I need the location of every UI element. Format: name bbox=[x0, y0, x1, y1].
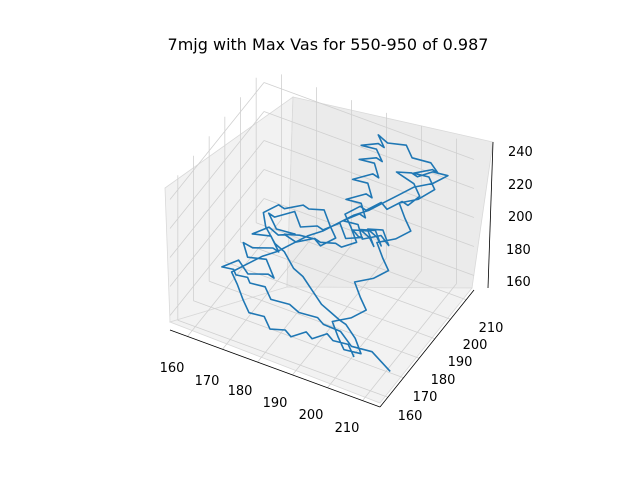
grid-line bbox=[263, 140, 475, 218]
grid-line bbox=[169, 111, 265, 229]
z-tick-label: 180 bbox=[506, 243, 531, 258]
grid-line bbox=[257, 244, 352, 363]
grid-line bbox=[193, 300, 404, 379]
x-tick-label: 170 bbox=[195, 374, 220, 389]
z-tick-label: 160 bbox=[506, 275, 531, 290]
axis-lines bbox=[169, 141, 494, 408]
grid-line bbox=[177, 319, 388, 398]
floor-pane bbox=[168, 286, 473, 404]
y-tick-label: 180 bbox=[431, 373, 456, 388]
grid-line bbox=[222, 231, 317, 350]
x-tick-label: 160 bbox=[160, 361, 185, 376]
z-tick-labels: 160 180 200 220 240 bbox=[506, 145, 533, 290]
right-pane bbox=[286, 96, 494, 289]
grid-line bbox=[169, 140, 265, 258]
x-tick-label: 200 bbox=[299, 408, 324, 423]
y-tick-label: 190 bbox=[448, 355, 473, 370]
y-tick-label: 160 bbox=[398, 409, 423, 424]
grid-line bbox=[292, 257, 387, 376]
grid-line bbox=[169, 198, 265, 316]
grid-line bbox=[169, 169, 265, 287]
y-axis-line bbox=[379, 289, 475, 408]
y-tick-labels: 160 170 180 190 200 210 bbox=[398, 321, 504, 424]
grid-line bbox=[209, 280, 420, 359]
x-tick-label: 190 bbox=[263, 396, 288, 411]
grid-line bbox=[256, 222, 467, 301]
z-tick-label: 200 bbox=[508, 210, 533, 225]
series-line bbox=[221, 134, 449, 372]
series-layer bbox=[221, 134, 449, 372]
grid-line bbox=[169, 82, 265, 200]
chart-title: 7mjg with Max Vas for 550-950 of 0.987 bbox=[168, 35, 489, 54]
x-tick-labels: 160 170 180 190 200 210 bbox=[160, 361, 360, 436]
grid-line bbox=[327, 270, 422, 389]
grid-line bbox=[263, 82, 475, 160]
x-axis-line bbox=[169, 329, 381, 408]
grid-line bbox=[240, 241, 451, 320]
z-tick-label: 240 bbox=[508, 145, 533, 160]
grid-line bbox=[263, 111, 475, 189]
y-tick-label: 170 bbox=[413, 390, 438, 405]
z-axis-line bbox=[487, 141, 494, 289]
grid-line bbox=[362, 283, 457, 401]
z-tick-label: 220 bbox=[508, 178, 533, 193]
x-tick-label: 210 bbox=[335, 421, 360, 436]
x-tick-label: 180 bbox=[228, 384, 253, 399]
y-tick-label: 200 bbox=[463, 338, 488, 353]
y-tick-label: 210 bbox=[479, 321, 504, 336]
